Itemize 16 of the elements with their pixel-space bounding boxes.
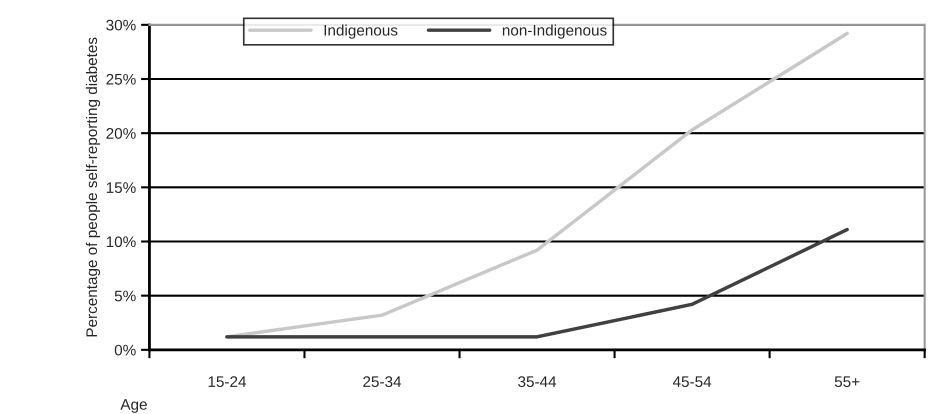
x-tick-label: 25-34: [363, 376, 402, 388]
y-tick-label: 30%: [106, 20, 136, 31]
x-tick-label: 15-24: [208, 376, 246, 388]
legend-label: Indigenous: [324, 24, 398, 39]
y-tick-label: 0%: [114, 344, 136, 356]
x-tick-label: 55+: [834, 376, 860, 388]
x-axis-title: Age: [120, 399, 147, 413]
x-tick-label: 35-44: [518, 376, 556, 388]
y-tick-label: 15%: [106, 182, 136, 194]
y-tick-label: 25%: [106, 74, 136, 85]
y-tick-label: 5%: [114, 290, 136, 302]
y-tick-label: 20%: [106, 128, 136, 139]
y-axis-title: Percentage of people self-reporting diabetes: [86, 38, 100, 336]
y-tick-label: 10%: [106, 236, 136, 248]
x-tick-label: 45-54: [672, 376, 712, 388]
legend-label: non-Indigenous: [502, 24, 607, 39]
